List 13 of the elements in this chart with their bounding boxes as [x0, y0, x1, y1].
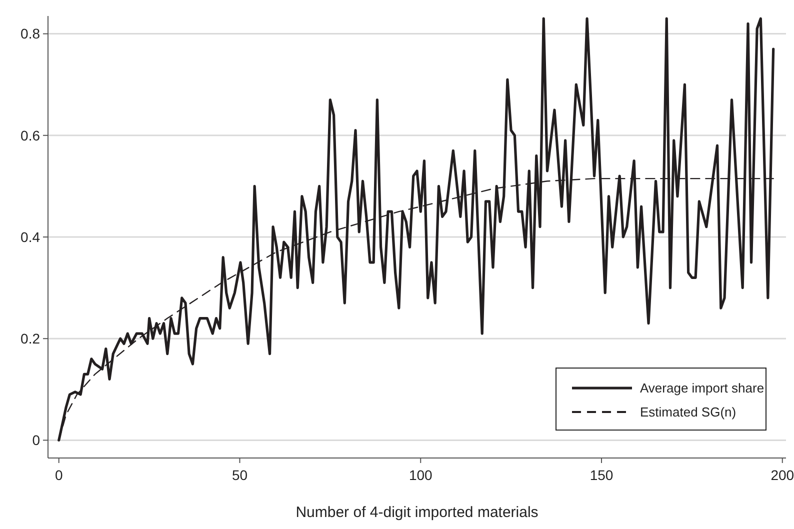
x-tick-label: 100	[408, 467, 433, 483]
x-tick-label: 150	[590, 467, 614, 483]
x-axis-title: Number of 4-digit imported materials	[296, 504, 538, 521]
y-tick-label: 0.8	[20, 26, 40, 42]
x-tick-label: 200	[770, 467, 794, 483]
y-tick-label: 0	[32, 432, 40, 448]
y-tick-label: 0.4	[20, 228, 40, 245]
y-tick-label: 0.2	[20, 330, 40, 347]
x-tick-label: 50	[232, 467, 248, 483]
legend-label: Estimated SG(n)	[640, 404, 736, 420]
x-tick-label: 0	[54, 467, 63, 483]
legend-label: Average import share	[640, 380, 764, 396]
y-tick-label: 0.6	[20, 127, 40, 144]
